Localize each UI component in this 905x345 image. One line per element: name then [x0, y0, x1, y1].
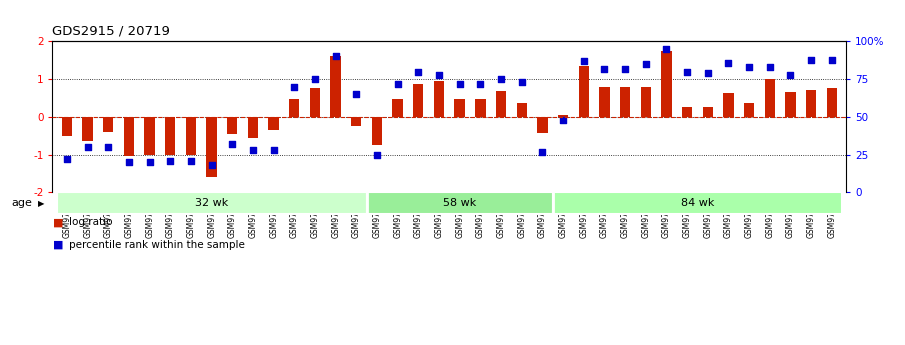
Point [142, 159, 157, 165]
Point [122, 159, 137, 165]
Bar [124, 117, 134, 157]
Bar [103, 117, 113, 132]
Text: ▶: ▶ [38, 199, 44, 208]
Point [246, 147, 261, 153]
Point [556, 117, 570, 122]
Bar [248, 117, 258, 138]
Point [783, 72, 797, 77]
Bar [620, 87, 630, 117]
Point [721, 60, 736, 65]
Point [81, 144, 95, 150]
Point [60, 156, 74, 162]
Point [349, 91, 364, 97]
Text: log ratio: log ratio [69, 217, 112, 227]
Point [659, 46, 673, 52]
Point [452, 81, 467, 86]
Bar [145, 117, 155, 155]
Bar [290, 99, 300, 117]
Point [225, 141, 240, 147]
Text: age: age [12, 198, 33, 208]
Bar [57, 193, 367, 214]
Point [266, 147, 281, 153]
Bar [330, 57, 341, 117]
Point [308, 76, 322, 82]
Text: ■: ■ [52, 240, 63, 250]
Bar [826, 88, 837, 117]
Point [514, 79, 529, 85]
Point [576, 58, 591, 64]
Bar [557, 115, 568, 117]
Bar [227, 117, 237, 134]
Text: percentile rank within the sample: percentile rank within the sample [69, 240, 244, 250]
Bar [662, 51, 672, 117]
Bar [599, 87, 609, 117]
Point [101, 144, 116, 150]
Text: GDS2915 / 20719: GDS2915 / 20719 [52, 25, 170, 38]
Point [700, 70, 715, 76]
Point [618, 66, 633, 71]
Bar [206, 117, 217, 177]
Bar [578, 66, 589, 117]
Bar [641, 87, 651, 117]
Point [163, 158, 177, 164]
Bar [310, 88, 320, 117]
Bar [372, 117, 382, 145]
Point [329, 54, 343, 59]
Bar [517, 102, 527, 117]
Bar [723, 93, 734, 117]
Point [473, 81, 488, 86]
Point [390, 81, 405, 86]
Bar [805, 90, 816, 117]
Text: 32 wk: 32 wk [195, 198, 228, 208]
Point [184, 158, 198, 164]
Bar [367, 193, 553, 214]
Bar [433, 81, 444, 117]
Point [494, 76, 509, 82]
Bar [765, 79, 775, 117]
Point [597, 66, 612, 71]
Bar [553, 193, 842, 214]
Bar [538, 117, 548, 134]
Text: 84 wk: 84 wk [681, 198, 714, 208]
Point [287, 84, 301, 89]
Bar [702, 107, 713, 117]
Point [762, 64, 776, 70]
Bar [414, 83, 424, 117]
Bar [454, 99, 465, 117]
Bar [496, 91, 506, 117]
Bar [744, 102, 754, 117]
Bar [786, 92, 795, 117]
Point [804, 57, 818, 62]
Point [432, 72, 446, 77]
Bar [269, 117, 279, 130]
Bar [475, 99, 485, 117]
Point [535, 149, 549, 154]
Bar [393, 99, 403, 117]
Point [638, 61, 653, 67]
Point [824, 57, 839, 62]
Text: 58 wk: 58 wk [443, 198, 476, 208]
Bar [82, 117, 93, 141]
Point [411, 69, 425, 74]
Bar [165, 117, 176, 155]
Bar [62, 117, 72, 136]
Point [680, 69, 694, 74]
Bar [186, 117, 196, 155]
Point [205, 162, 219, 168]
Text: ■: ■ [52, 217, 63, 227]
Bar [681, 107, 692, 117]
Bar [351, 117, 361, 126]
Point [742, 64, 757, 70]
Point [370, 152, 385, 157]
